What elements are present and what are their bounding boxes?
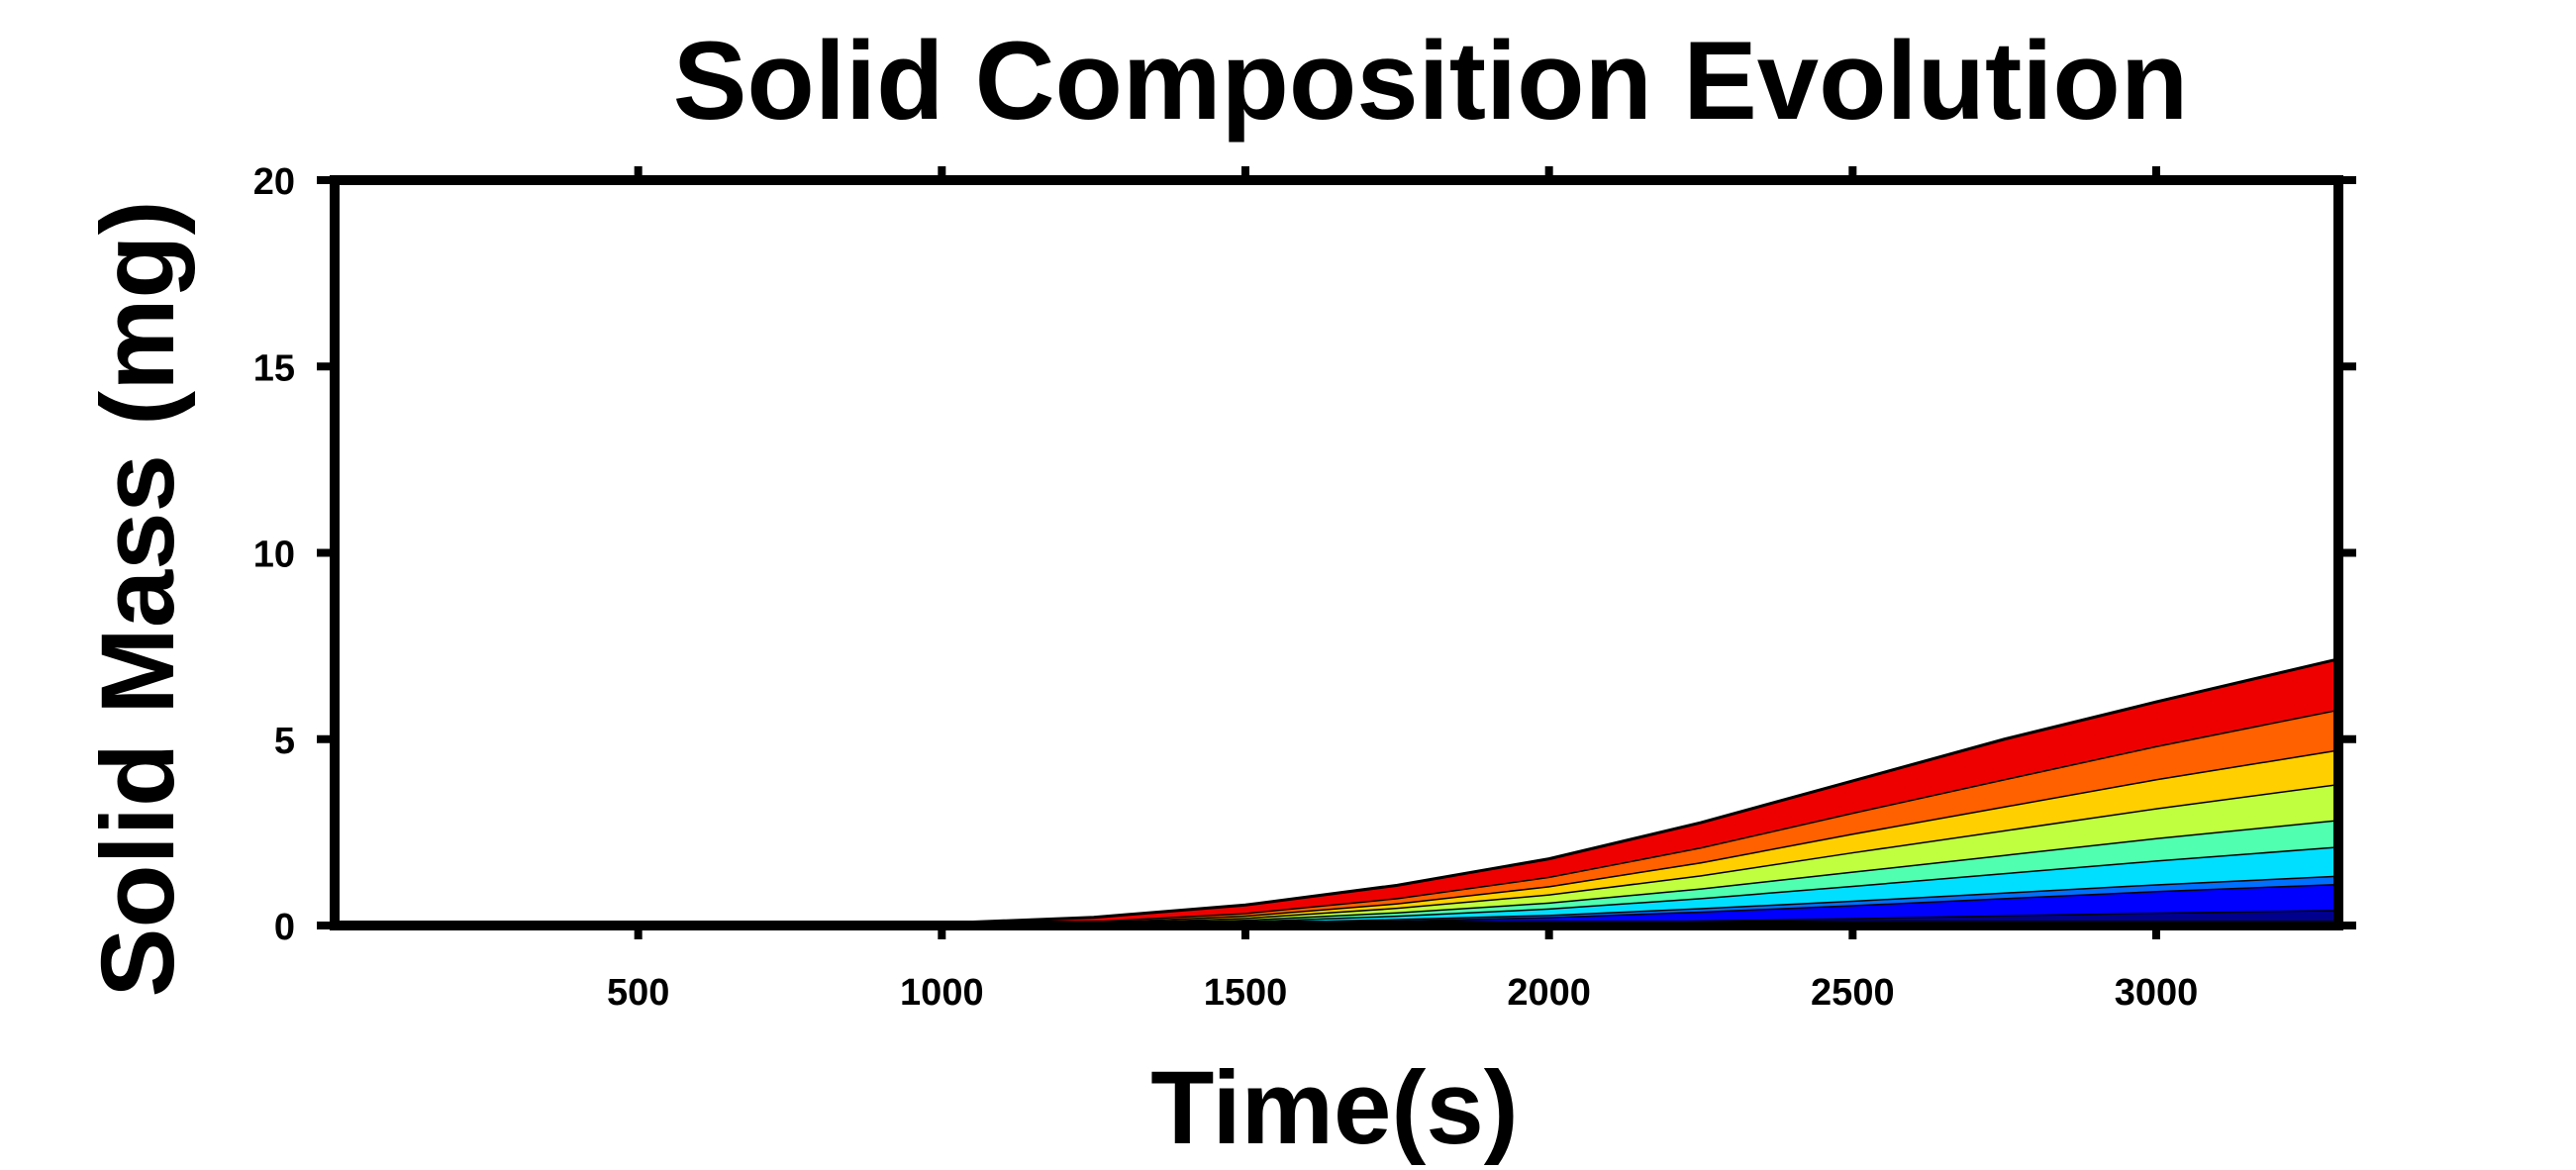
- x-tick-label-1000: 1000: [900, 972, 984, 1014]
- area-layer-4: [335, 846, 2338, 926]
- area-layer-8: [335, 709, 2338, 926]
- x-axis-label: Time(s): [1150, 1050, 1519, 1166]
- y-tick-label-10: 10: [253, 535, 295, 576]
- stacked-areas: [335, 657, 2339, 927]
- x-tick-label-2500: 2500: [1811, 972, 1895, 1014]
- y-tick-label-20: 20: [253, 161, 295, 203]
- area-layer-9: [335, 658, 2338, 926]
- x-tick-label-2000: 2000: [1507, 972, 1591, 1014]
- y-tick-label-0: 0: [274, 907, 295, 948]
- area-layer-2: [335, 883, 2338, 926]
- y-axis-label: Solid Mass (mg): [80, 200, 196, 997]
- y-tick-label-15: 15: [253, 347, 295, 389]
- x-tick-label-500: 500: [607, 972, 669, 1014]
- x-tick-label-3000: 3000: [2115, 972, 2199, 1014]
- area-layer-7: [335, 749, 2338, 926]
- area-layer-3: [335, 875, 2338, 926]
- chart-title: Solid Composition Evolution: [673, 19, 2189, 143]
- area-layer-6: [335, 783, 2338, 926]
- x-tick-label-1500: 1500: [1204, 972, 1288, 1014]
- y-tick-label-5: 5: [274, 721, 295, 762]
- axes: 500 1000 1500 2000 2500 3000 0 5 10 15 20: [253, 161, 2356, 1014]
- area-layer-5: [335, 820, 2338, 926]
